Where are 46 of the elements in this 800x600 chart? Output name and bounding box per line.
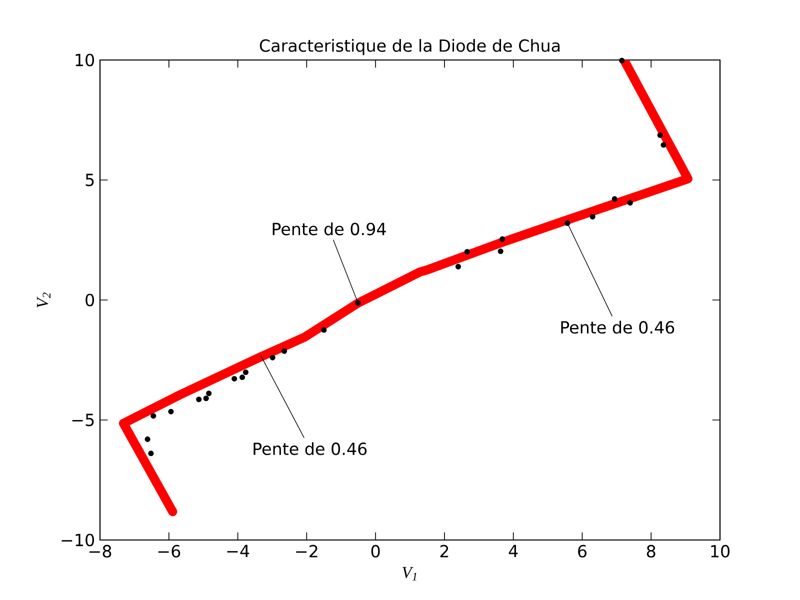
point [627,200,633,206]
x-tick-label: 10 [711,544,730,558]
point [355,300,361,306]
x-tick-label: 6 [578,544,586,558]
point [498,248,504,254]
x-tick-label: 8 [646,544,656,558]
x-axis-title: V$_{1}$ [402,566,416,580]
annotation: Pente de 0.46 [254,442,367,456]
point [242,369,248,376]
x-tick-label: −6 [158,544,180,558]
point [282,348,288,354]
point [500,236,506,242]
point [321,327,327,333]
y-tick-label: 0 [86,294,94,306]
point [168,408,174,414]
point [232,376,238,382]
x-tick-label: 0 [371,544,380,558]
point [660,142,666,148]
annotation: Pente de 0.46 [561,320,674,334]
x-tick-label: −2 [296,544,318,558]
y-axis-title: V$_{2}$ [37,292,50,308]
point [657,132,663,138]
x-tick-label: −4 [227,544,250,558]
annotation: Pente de 0.94 [272,222,386,236]
point [203,396,209,402]
point [150,413,156,419]
point [206,390,212,396]
point [612,196,618,202]
y-tick-label: −10 [62,534,94,546]
point [590,214,596,220]
point [270,354,276,360]
point [564,220,570,226]
point [148,450,154,456]
x-tick-label: 4 [508,544,518,558]
point [144,436,150,442]
y-tick-label: 5 [86,174,94,186]
y-tick-label: 10 [76,54,94,66]
point [464,248,470,255]
point [239,374,246,380]
chart-title: Caracteristique de la Diode de Chua [260,39,560,56]
point [455,264,462,270]
x-tick-label: −8 [89,544,112,558]
point [619,58,625,64]
y-tick-label: −5 [72,414,94,426]
point [196,396,202,402]
x-tick-label: 2 [440,544,448,558]
